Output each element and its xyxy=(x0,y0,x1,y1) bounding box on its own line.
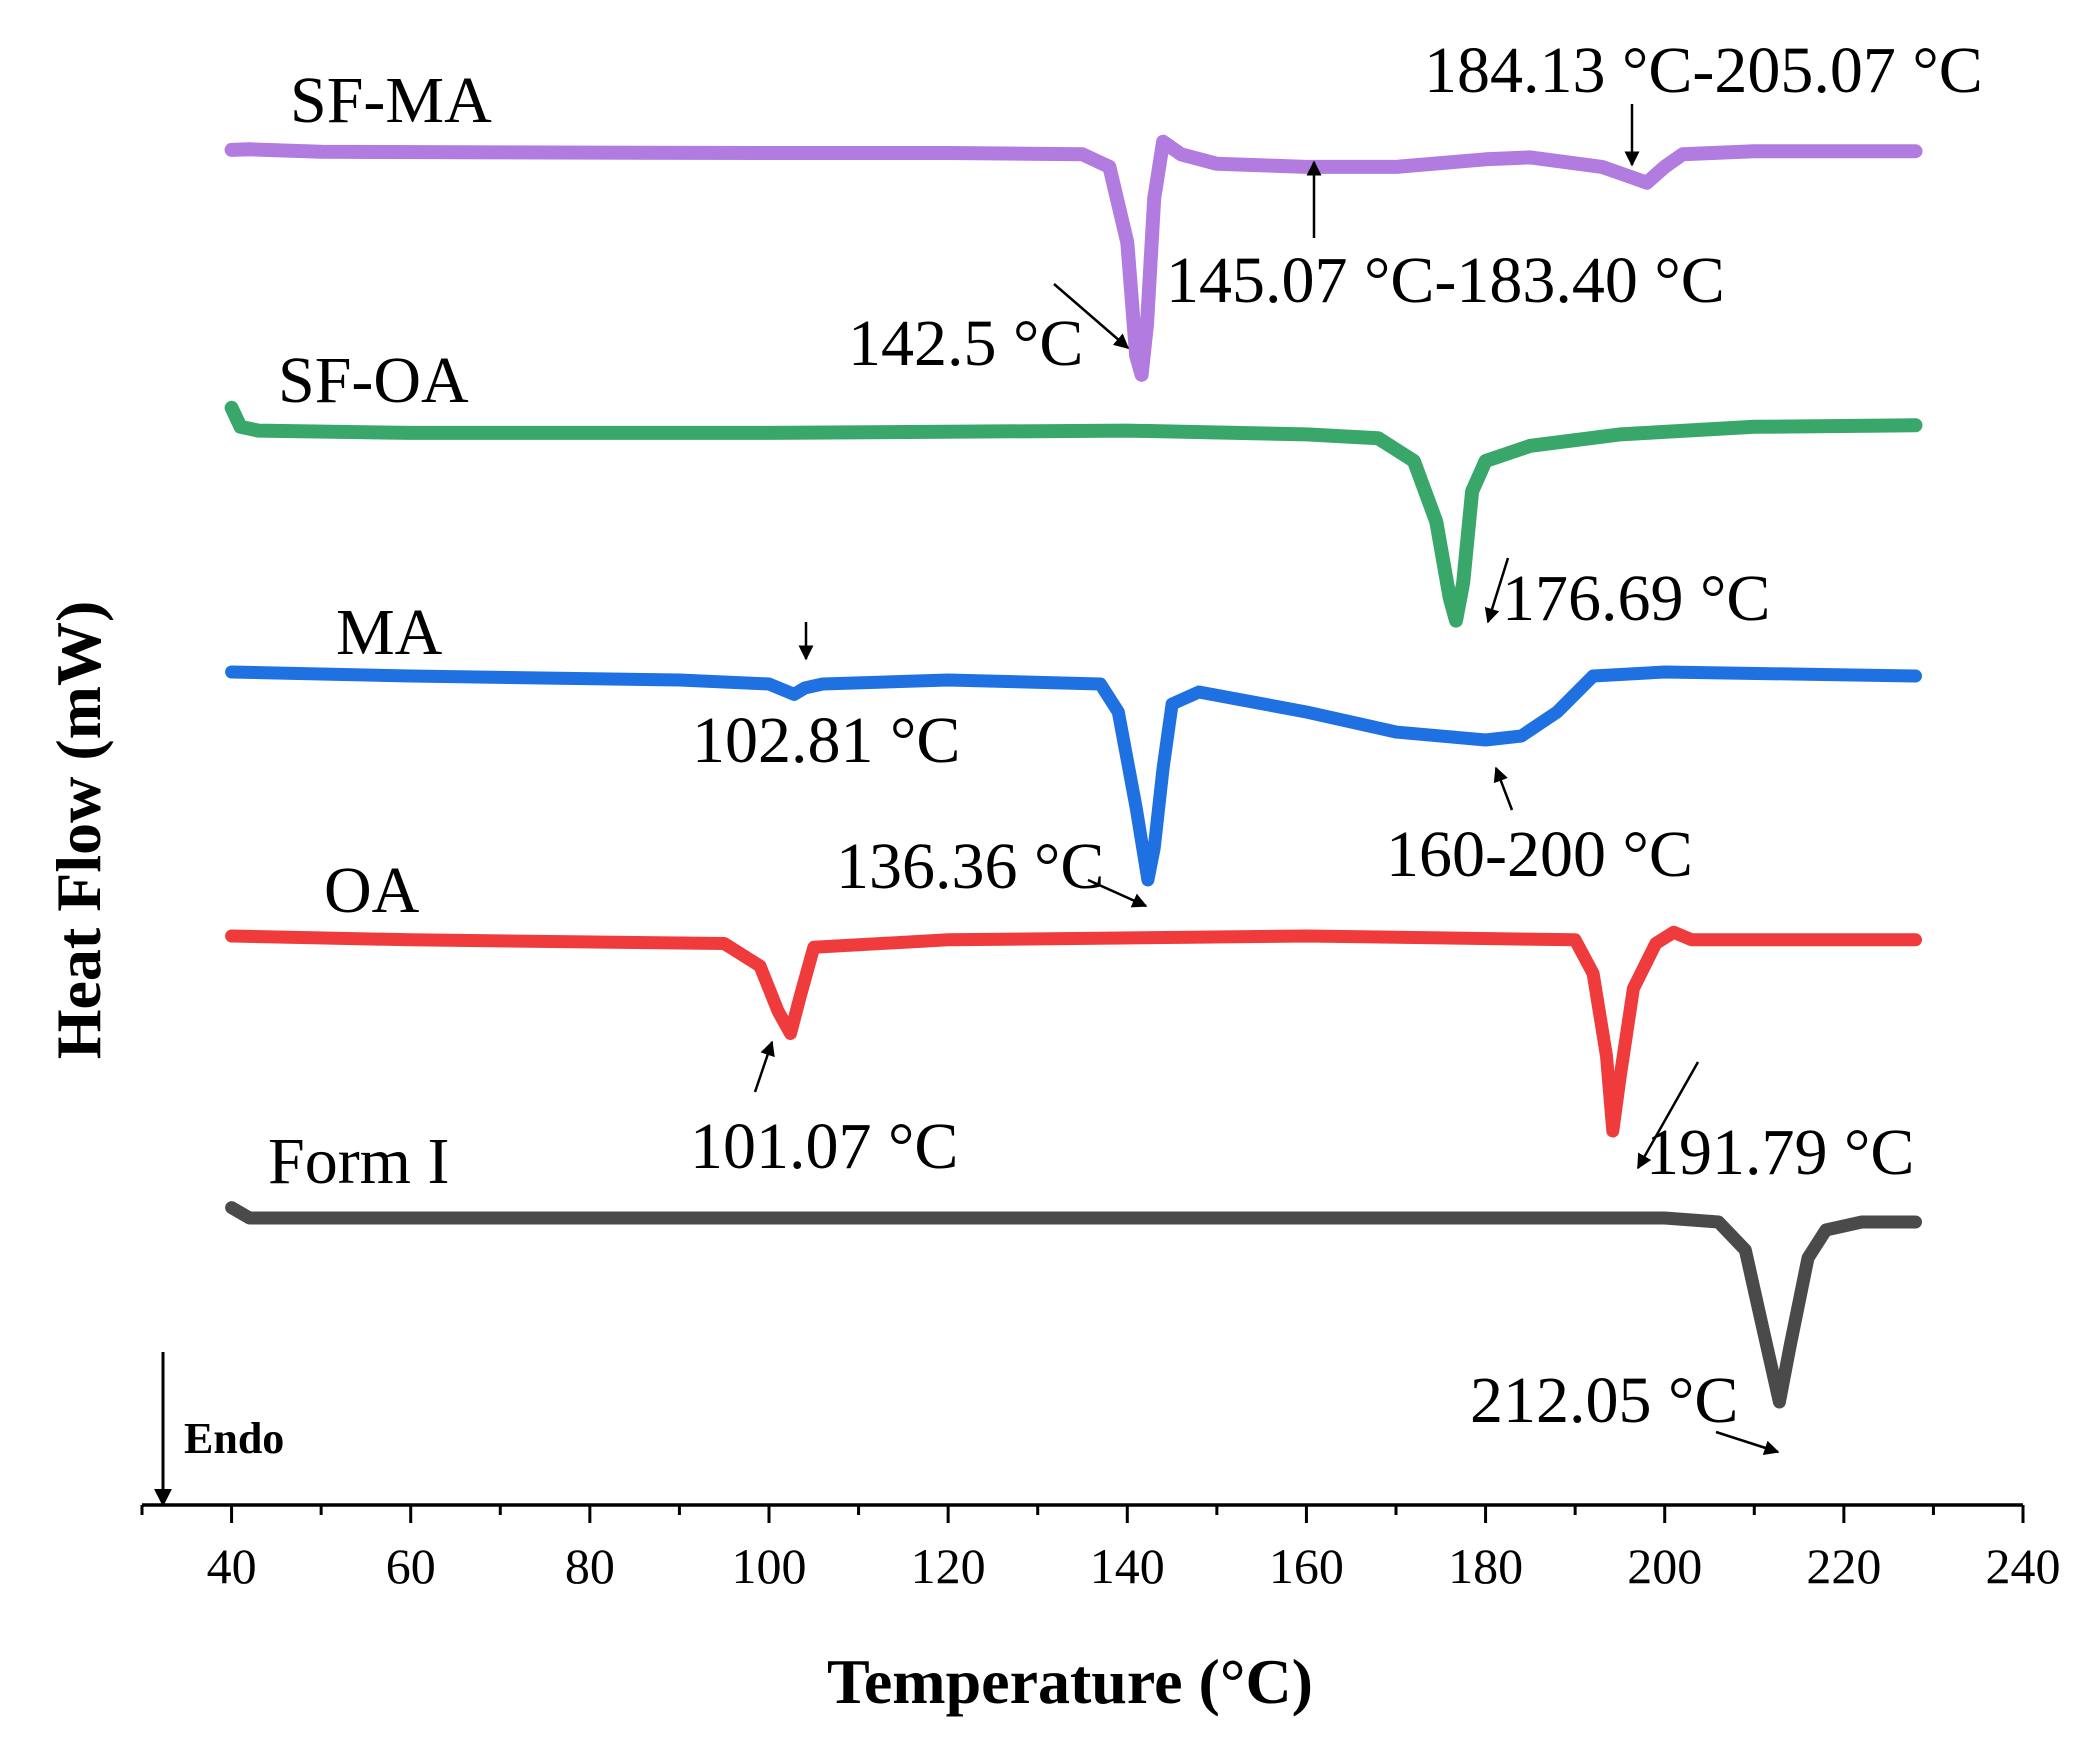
x-tick-label: 40 xyxy=(207,1538,257,1594)
x-tick-label: 200 xyxy=(1627,1538,1702,1594)
series-line-form-i xyxy=(225,1201,1922,1409)
annotation-sf-oa-peak: 176.69 °C xyxy=(1502,562,1770,635)
series-line-sf-oa xyxy=(224,400,1923,628)
annotation-arrow-ma-range xyxy=(1493,766,1514,811)
series-label-sf-ma: SF-MA xyxy=(290,64,492,137)
series-label-form-i: Form I xyxy=(268,1125,450,1198)
annotation-ma-range: 160-200 °C xyxy=(1386,818,1693,891)
x-tick-label: 220 xyxy=(1806,1538,1881,1594)
x-axis-title: Temperature (°C) xyxy=(827,1646,1313,1717)
endo-label: Endo xyxy=(184,1414,284,1463)
annotation-sf-ma-range1: 145.07 °C-183.40 °C xyxy=(1166,244,1725,317)
annotation-oa-first: 101.07 °C xyxy=(690,1110,958,1183)
annotation-arrow-ma-peak xyxy=(1087,878,1148,908)
annotation-form-i-peak: 212.05 °C xyxy=(1470,1364,1738,1437)
x-tick-label: 140 xyxy=(1090,1538,1165,1594)
annotation-arrow-sf-ma-peak xyxy=(1053,283,1130,349)
x-tick-label: 120 xyxy=(911,1538,986,1594)
x-axis: 40 60 80 100 120 140 160 180 200 220 240 xyxy=(140,1503,2061,1594)
series-line-oa xyxy=(225,925,1922,1138)
annotation-sf-ma-range2: 184.13 °C-205.07 °C xyxy=(1424,34,1983,107)
y-axis-title: Heat Flow (mW) xyxy=(43,601,114,1060)
series-label-ma: MA xyxy=(336,596,443,669)
x-tick-label: 60 xyxy=(386,1538,436,1594)
x-tick-label: 80 xyxy=(565,1538,615,1594)
series-line-sf-ma xyxy=(224,134,1923,382)
series-line-ma xyxy=(225,665,1922,887)
series-label-oa: OA xyxy=(324,854,420,927)
annotation-oa-second: 191.79 °C xyxy=(1646,1116,1914,1189)
annotation-ma-small: 102.81 °C xyxy=(692,704,960,777)
x-tick-label: 100 xyxy=(732,1538,807,1594)
x-tick-label: 180 xyxy=(1448,1538,1523,1594)
plot-area xyxy=(224,134,1923,1409)
annotation-arrow-form-i-peak xyxy=(1715,1430,1780,1455)
series-label-sf-oa: SF-OA xyxy=(278,344,469,417)
annotation-arrow-oa-second xyxy=(1636,1061,1700,1170)
annotation-arrow-oa-first xyxy=(753,1040,775,1093)
annotation-arrow-sf-oa-peak xyxy=(1484,557,1510,624)
x-tick-label: 160 xyxy=(1269,1538,1344,1594)
x-tick-label: 240 xyxy=(1986,1538,2061,1594)
annotation-ma-peak: 136.36 °C xyxy=(836,830,1104,903)
annotation-sf-ma-peak: 142.5 °C xyxy=(848,307,1083,380)
